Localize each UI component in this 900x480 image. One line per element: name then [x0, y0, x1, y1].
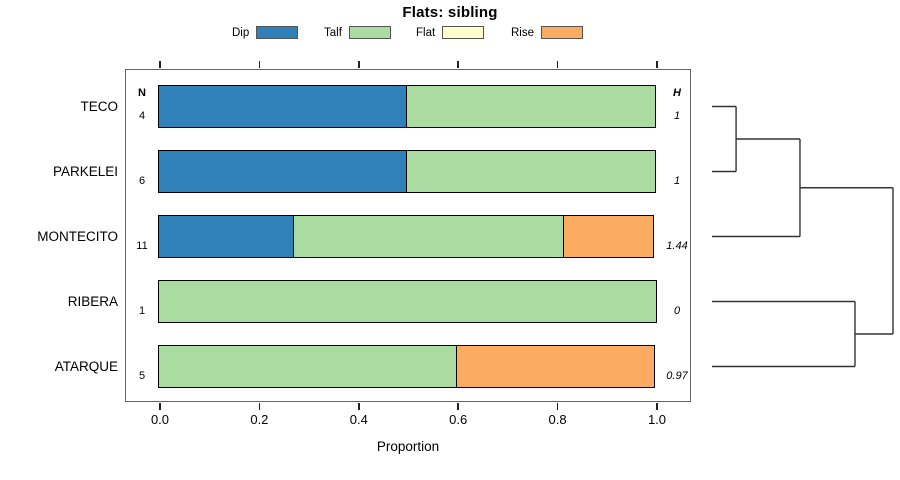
bar-segment-talf [406, 150, 656, 193]
h-value: 0.97 [666, 370, 688, 382]
h-column-header: H [673, 87, 681, 99]
tick-bottom [656, 403, 658, 410]
h-value: 1 [673, 175, 681, 187]
n-column-header: N [138, 87, 146, 99]
x-tick-label: 0.8 [548, 412, 567, 427]
stacked-bar-atarque [158, 345, 657, 388]
legend-item-talf: Talf [324, 25, 391, 40]
legend-swatch-icon [442, 26, 485, 39]
category-label-parkelei: PARKELEI [52, 163, 118, 179]
tick-top [556, 61, 559, 68]
h-value: 1.44 [666, 240, 688, 252]
legend-swatch-icon [256, 26, 299, 39]
bar-segment-talf [292, 215, 565, 258]
tick-top [358, 61, 360, 68]
x-axis-title: Proportion [376, 439, 440, 454]
category-label-ribera: RIBERA [67, 293, 118, 309]
stacked-bar-ribera [158, 280, 657, 323]
h-value: 0 [673, 305, 681, 317]
tick-top [159, 61, 161, 68]
legend-label: Dip [232, 26, 250, 39]
tick-top [457, 61, 459, 68]
category-label-montecito: MONTECITO [37, 228, 118, 244]
stacked-bar-teco [158, 85, 657, 128]
legend-swatch-icon [348, 26, 391, 39]
tick-bottom [159, 403, 161, 410]
bar-segment-talf [406, 85, 656, 128]
x-tick-label: 1.0 [647, 412, 667, 427]
x-tick-label: 0.0 [150, 412, 170, 427]
legend-item-flat: Flat [416, 25, 485, 40]
n-value: 11 [136, 240, 148, 252]
stacked-bar-montecito [158, 215, 657, 258]
tick-bottom [556, 403, 559, 410]
tick-top [656, 61, 658, 68]
tick-bottom [457, 403, 459, 410]
bar-segment-dip [158, 215, 295, 258]
plot-area [125, 69, 691, 402]
n-value: 5 [138, 370, 146, 382]
bar-segment-dip [158, 85, 408, 128]
legend-label: Flat [416, 26, 436, 39]
legend-item-dip: Dip [232, 25, 299, 40]
legend-label: Talf [324, 26, 342, 39]
category-label-atarque: ATARQUE [54, 358, 118, 374]
n-value: 4 [138, 110, 146, 122]
h-value: 1 [673, 110, 681, 122]
chart-title: Flats: sibling [402, 4, 498, 21]
bar-segment-talf [158, 345, 458, 388]
x-tick-label: 0.6 [449, 412, 468, 427]
bar-segment-rise [563, 215, 654, 258]
bar-segment-talf [158, 280, 657, 323]
legend-swatch-icon [541, 26, 584, 39]
legend-label: Rise [511, 26, 535, 39]
bar-segment-rise [455, 345, 656, 388]
x-tick-label: 0.4 [349, 412, 368, 427]
tick-bottom [358, 403, 360, 410]
n-value: 1 [138, 305, 146, 317]
legend-item-rise: Rise [511, 25, 584, 40]
tick-top [258, 61, 261, 68]
stacked-bar-parkelei [158, 150, 657, 193]
x-tick-label: 0.2 [250, 412, 269, 427]
n-value: 6 [138, 175, 146, 187]
category-label-teco: TECO [80, 98, 118, 114]
tick-bottom [258, 403, 261, 410]
